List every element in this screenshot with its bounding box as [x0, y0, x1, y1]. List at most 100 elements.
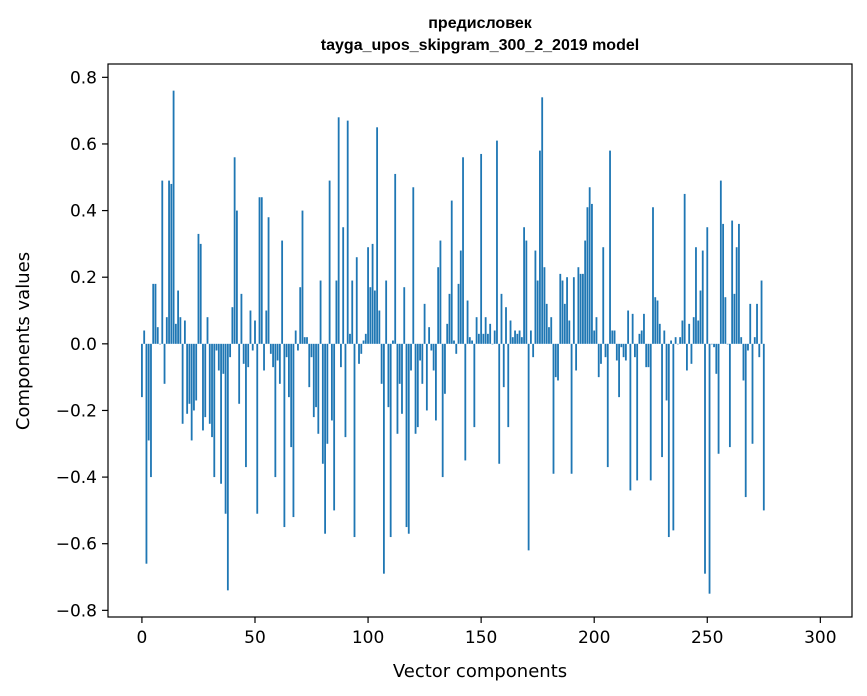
x-axis: 0 50 100 150 200 250 300 — [137, 617, 837, 648]
bar-181 — [550, 317, 553, 344]
bar-120 — [412, 187, 415, 344]
bar-123 — [419, 343, 421, 361]
bar-143 — [464, 343, 467, 461]
bar-57 — [269, 343, 272, 354]
bar-55 — [265, 310, 268, 344]
bar-0 — [141, 343, 143, 398]
bar-42 — [236, 210, 238, 344]
bar-105 — [378, 310, 381, 344]
bar-206 — [606, 343, 609, 468]
bar-238 — [679, 337, 682, 344]
bar-122 — [416, 343, 419, 428]
bar-193 — [577, 267, 580, 344]
bar-82 — [326, 343, 329, 444]
bar-269 — [749, 303, 752, 344]
bar-183 — [554, 343, 557, 378]
chart-subtitle: tayga_upos_skipgram_300_2_2019 model — [321, 37, 639, 54]
bar-99 — [364, 333, 367, 344]
bar-130 — [435, 343, 437, 421]
bar-35 — [220, 343, 222, 484]
bar-21 — [188, 343, 191, 404]
bar-147 — [473, 343, 476, 428]
bar-48 — [249, 310, 252, 344]
bar-138 — [453, 340, 455, 344]
bar-6 — [154, 283, 157, 344]
bar-94 — [353, 343, 356, 538]
bar-271 — [753, 337, 756, 344]
bar-230 — [661, 343, 663, 458]
bar-13 — [170, 183, 173, 344]
bar-98 — [362, 340, 365, 344]
bar-101 — [369, 287, 372, 344]
bar-17 — [179, 317, 182, 344]
bar-161 — [505, 307, 507, 344]
bar-36 — [222, 343, 225, 374]
bar-177 — [541, 97, 544, 344]
bar-246 — [697, 320, 700, 344]
bar-40 — [231, 307, 234, 344]
bar-154 — [489, 323, 492, 344]
bar-78 — [317, 343, 320, 434]
bar-34 — [217, 343, 220, 371]
bar-195 — [581, 273, 584, 344]
bar-68 — [294, 330, 297, 344]
bar-169 — [523, 227, 525, 344]
bar-190 — [570, 343, 573, 474]
bar-109 — [387, 343, 390, 408]
bar-47 — [247, 343, 250, 368]
plot-frame — [107, 63, 853, 618]
bar-236 — [674, 337, 677, 344]
bar-140 — [457, 283, 460, 344]
bar-112 — [394, 173, 397, 344]
bar-166 — [516, 333, 519, 344]
y-tick-label: 0.8 — [70, 68, 97, 88]
bar-25 — [197, 233, 200, 344]
bar-113 — [396, 343, 399, 434]
bar-239 — [681, 320, 684, 344]
bar-219 — [636, 343, 639, 481]
bar-208 — [611, 330, 614, 344]
bar-129 — [432, 343, 435, 371]
bar-54 — [263, 343, 265, 371]
bar-197 — [586, 207, 589, 344]
bar-9 — [161, 180, 164, 344]
bar-103 — [373, 290, 376, 344]
bar-75 — [310, 343, 313, 358]
bar-198 — [588, 187, 591, 344]
bar-237 — [676, 343, 679, 345]
bar-182 — [552, 343, 555, 474]
bar-233 — [667, 343, 670, 538]
bar-90 — [344, 343, 347, 438]
bar-162 — [507, 343, 510, 428]
y-tick-label: −0.4 — [56, 468, 97, 488]
bar-151 — [482, 333, 485, 344]
bar-176 — [539, 150, 541, 344]
bar-160 — [502, 343, 505, 388]
bar-8 — [159, 343, 161, 345]
bar-146 — [471, 340, 473, 344]
bar-135 — [446, 323, 449, 344]
bar-174 — [534, 250, 537, 344]
bar-86 — [335, 280, 338, 344]
bar-58 — [272, 343, 274, 368]
bar-115 — [401, 343, 403, 414]
bar-20 — [186, 343, 189, 414]
bar-159 — [500, 293, 503, 344]
bar-136 — [448, 293, 451, 344]
bar-106 — [380, 343, 383, 384]
bar-95 — [355, 257, 358, 344]
bar-125 — [423, 303, 426, 344]
bar-185 — [559, 273, 562, 344]
bar-2 — [145, 343, 148, 564]
bar-96 — [358, 343, 360, 364]
bar-179 — [545, 303, 548, 344]
bar-137 — [450, 200, 453, 344]
bar-192 — [575, 343, 578, 371]
y-tick-label: 0.6 — [70, 135, 97, 155]
bar-205 — [604, 343, 607, 358]
bar-43 — [238, 343, 241, 404]
y-tick-label: −0.6 — [56, 535, 97, 555]
bar-52 — [258, 197, 261, 344]
bar-53 — [260, 197, 263, 344]
bar-253 — [713, 343, 715, 348]
